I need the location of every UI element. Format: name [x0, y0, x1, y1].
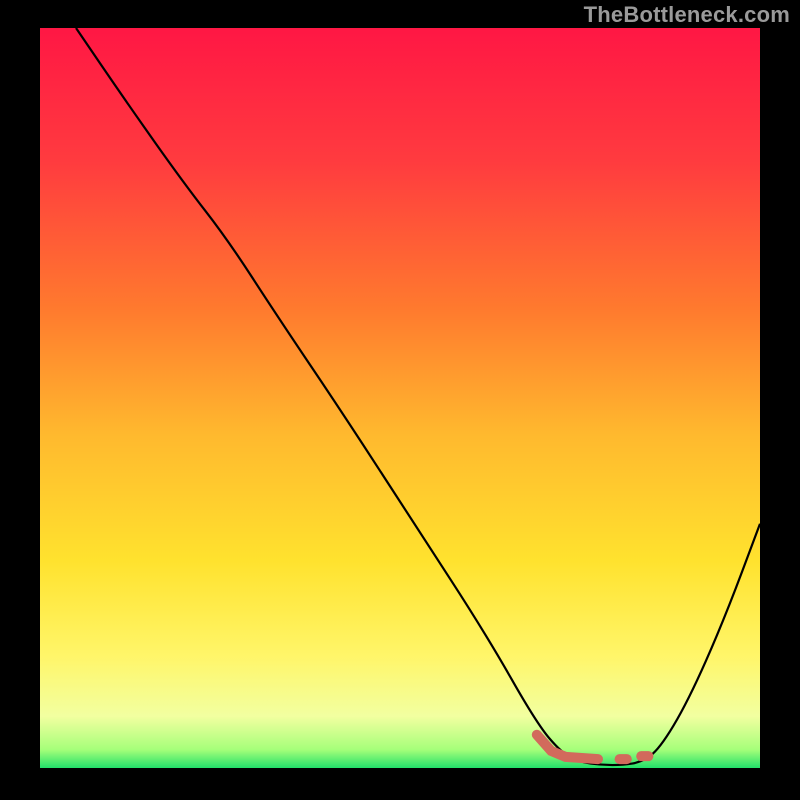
- chart-container: TheBottleneck.com: [0, 0, 800, 800]
- chart-svg: [0, 0, 800, 800]
- plot-background: [40, 28, 760, 768]
- watermark-text: TheBottleneck.com: [584, 2, 790, 28]
